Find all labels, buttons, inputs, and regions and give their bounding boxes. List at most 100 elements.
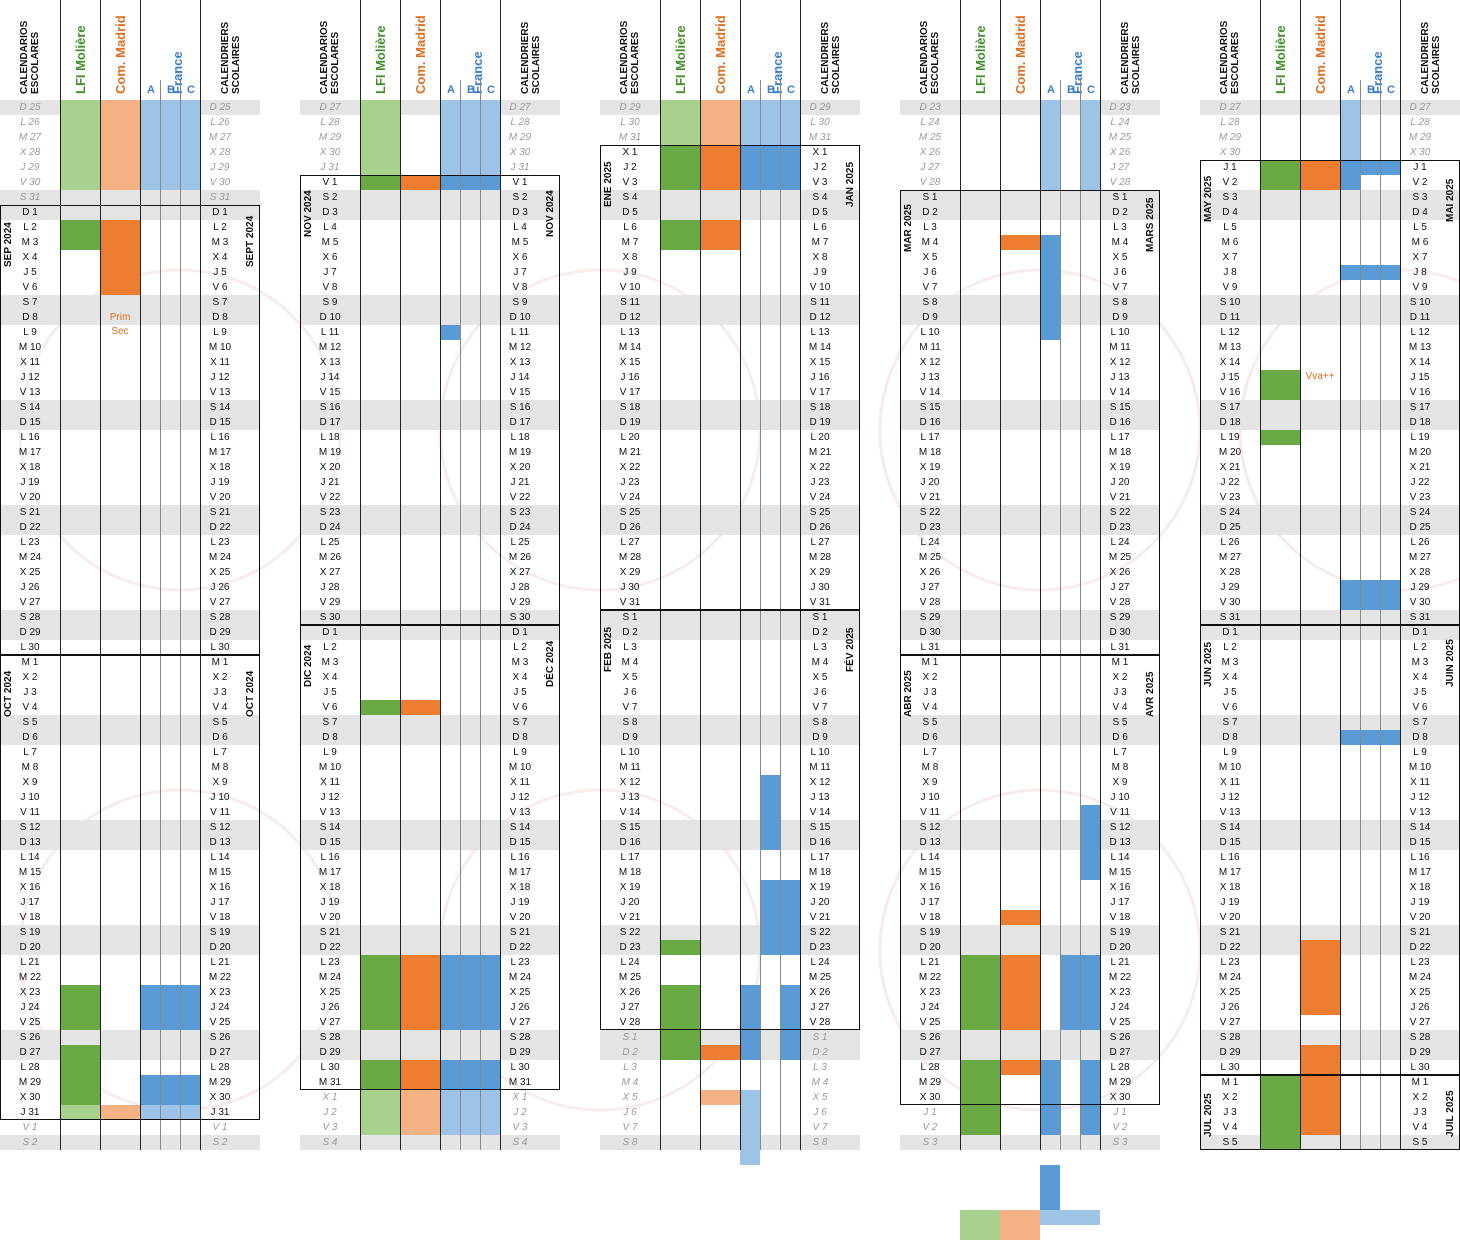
holiday-fill-C: [480, 175, 500, 190]
day-row: L 10 L 10: [900, 325, 1160, 340]
day-label-fr: J 3: [1113, 687, 1127, 698]
zone-a-label: A: [447, 84, 455, 96]
day-label-fr: S 21: [1409, 927, 1431, 938]
day-label-es: X 29: [619, 567, 641, 578]
day-label-fr: M 31: [508, 1077, 532, 1088]
day-label-es: V 2: [1222, 177, 1238, 188]
day-label-es: M 25: [918, 132, 942, 143]
day-label-fr: D 9: [1112, 312, 1128, 323]
day-row: D 8 D 8: [300, 730, 560, 745]
day-label-es: J 19: [320, 897, 340, 908]
holiday-fill-cm: [700, 1045, 740, 1060]
day-row: S 3 S 3: [900, 1135, 1160, 1150]
day-label-es: S 14: [1219, 822, 1241, 833]
day-label-es: S 1: [922, 192, 938, 203]
day-label-es: S 10: [1219, 297, 1241, 308]
day-label-es: J 12: [1220, 792, 1240, 803]
day-label-fr: L 28: [510, 117, 530, 128]
day-label-es: J 2: [323, 1107, 337, 1118]
day-label-es: M 29: [918, 1077, 942, 1088]
day-row: X 15 X 15: [600, 355, 860, 370]
header-calendar-line2: SCOLAIRES: [1131, 35, 1142, 94]
day-row: S 26 S 26: [0, 1030, 260, 1045]
day-label-fr: L 9: [1413, 747, 1427, 758]
day-label-es: M 17: [318, 867, 342, 878]
day-label-fr: J 16: [810, 372, 830, 383]
day-row: S 14 S 14: [0, 400, 260, 415]
day-label-fr: V 23: [1409, 492, 1431, 503]
day-label-fr: J 29: [210, 162, 230, 173]
day-label-es: V 18: [919, 912, 941, 923]
day-label-es: S 15: [919, 402, 941, 413]
day-row: X 4 X 4: [1200, 670, 1460, 685]
day-label-fr: J 9: [813, 267, 827, 278]
day-row: L 31 L 31: [900, 640, 1160, 655]
day-label-fr: X 11: [1410, 777, 1430, 788]
day-label-fr: X 4: [512, 672, 528, 683]
day-row: J 30 J 30: [600, 580, 860, 595]
day-label-fr: M 15: [208, 867, 232, 878]
day-label-fr: V 13: [509, 807, 531, 818]
day-row: M 29 M 29: [300, 130, 560, 145]
zone-b-label: B: [167, 84, 175, 96]
day-label-fr: X 9: [1112, 777, 1128, 788]
day-label-fr: J 8: [1413, 267, 1427, 278]
day-row: M 12 M 12: [300, 340, 560, 355]
day-label-fr: L 3: [1113, 222, 1127, 233]
day-label-es: M 17: [1218, 867, 1242, 878]
day-label-fr: M 22: [208, 972, 232, 983]
day-label-es: D 1: [322, 627, 338, 638]
day-label-es: V 17: [619, 387, 641, 398]
day-label-fr: M 4: [811, 657, 829, 668]
day-row: V 28 V 28: [600, 1015, 860, 1030]
day-label-fr: J 31: [510, 162, 530, 173]
day-label-es: M 24: [1218, 972, 1242, 983]
header-calendar-line1: CALENDRIERS: [220, 21, 231, 94]
day-label-fr: V 4: [1412, 1122, 1428, 1133]
day-row: V 2 V 2: [900, 1120, 1160, 1135]
day-label-es: D 20: [919, 942, 941, 953]
day-row: M 27 M 27: [0, 130, 260, 145]
column-divider: [800, 0, 801, 1150]
holiday-fill-B: [1360, 160, 1380, 175]
day-label-es: L 26: [1220, 537, 1240, 548]
day-label-es: L 23: [20, 537, 40, 548]
day-label-es: J 8: [1223, 267, 1237, 278]
day-label-fr: D 13: [1109, 837, 1131, 848]
day-label-es: L 24: [920, 117, 940, 128]
holiday-fill-B: [460, 1090, 480, 1135]
day-row: M 17 M 17: [1200, 865, 1460, 880]
day-label-es: M 22: [918, 972, 942, 983]
day-label-fr: X 18: [1409, 882, 1431, 893]
day-label-es: J 6: [623, 687, 637, 698]
day-label-es: X 25: [19, 567, 41, 578]
day-label-es: X 14: [1219, 357, 1241, 368]
day-label-fr: X 1: [812, 147, 828, 158]
day-row: M 21 M 21: [600, 445, 860, 460]
day-row: J 17 J 17: [0, 895, 260, 910]
day-row: X 30 X 30: [900, 1090, 1160, 1105]
day-label-es: V 30: [1219, 597, 1241, 608]
day-label-fr: X 16: [209, 882, 231, 893]
day-label-fr: S 15: [1109, 402, 1131, 413]
day-label-fr: L 17: [810, 852, 830, 863]
month-label-es: MAR 2025: [903, 204, 914, 252]
day-label-fr: L 4: [513, 222, 527, 233]
day-row: V 11 V 11: [0, 805, 260, 820]
day-label-es: L 9: [23, 327, 37, 338]
day-label-fr: D 15: [209, 417, 231, 428]
holiday-fill-cm: [1000, 955, 1040, 1030]
day-label-fr: X 11: [210, 357, 230, 368]
holiday-fill-cm: [1000, 1210, 1040, 1240]
day-label-fr: D 16: [1109, 417, 1131, 428]
day-label-es: S 22: [919, 507, 941, 518]
day-label-fr: L 26: [1410, 537, 1430, 548]
day-label-es: S 26: [919, 1032, 941, 1043]
day-row: V 25 V 25: [900, 1015, 1160, 1030]
day-label-es: S 12: [919, 822, 941, 833]
day-label-fr: V 28: [1109, 597, 1131, 608]
holiday-fill-lfi: [360, 700, 400, 715]
holiday-fill-A: [740, 985, 760, 1060]
day-label-es: V 28: [919, 597, 941, 608]
day-row: V 18 V 18: [0, 910, 260, 925]
